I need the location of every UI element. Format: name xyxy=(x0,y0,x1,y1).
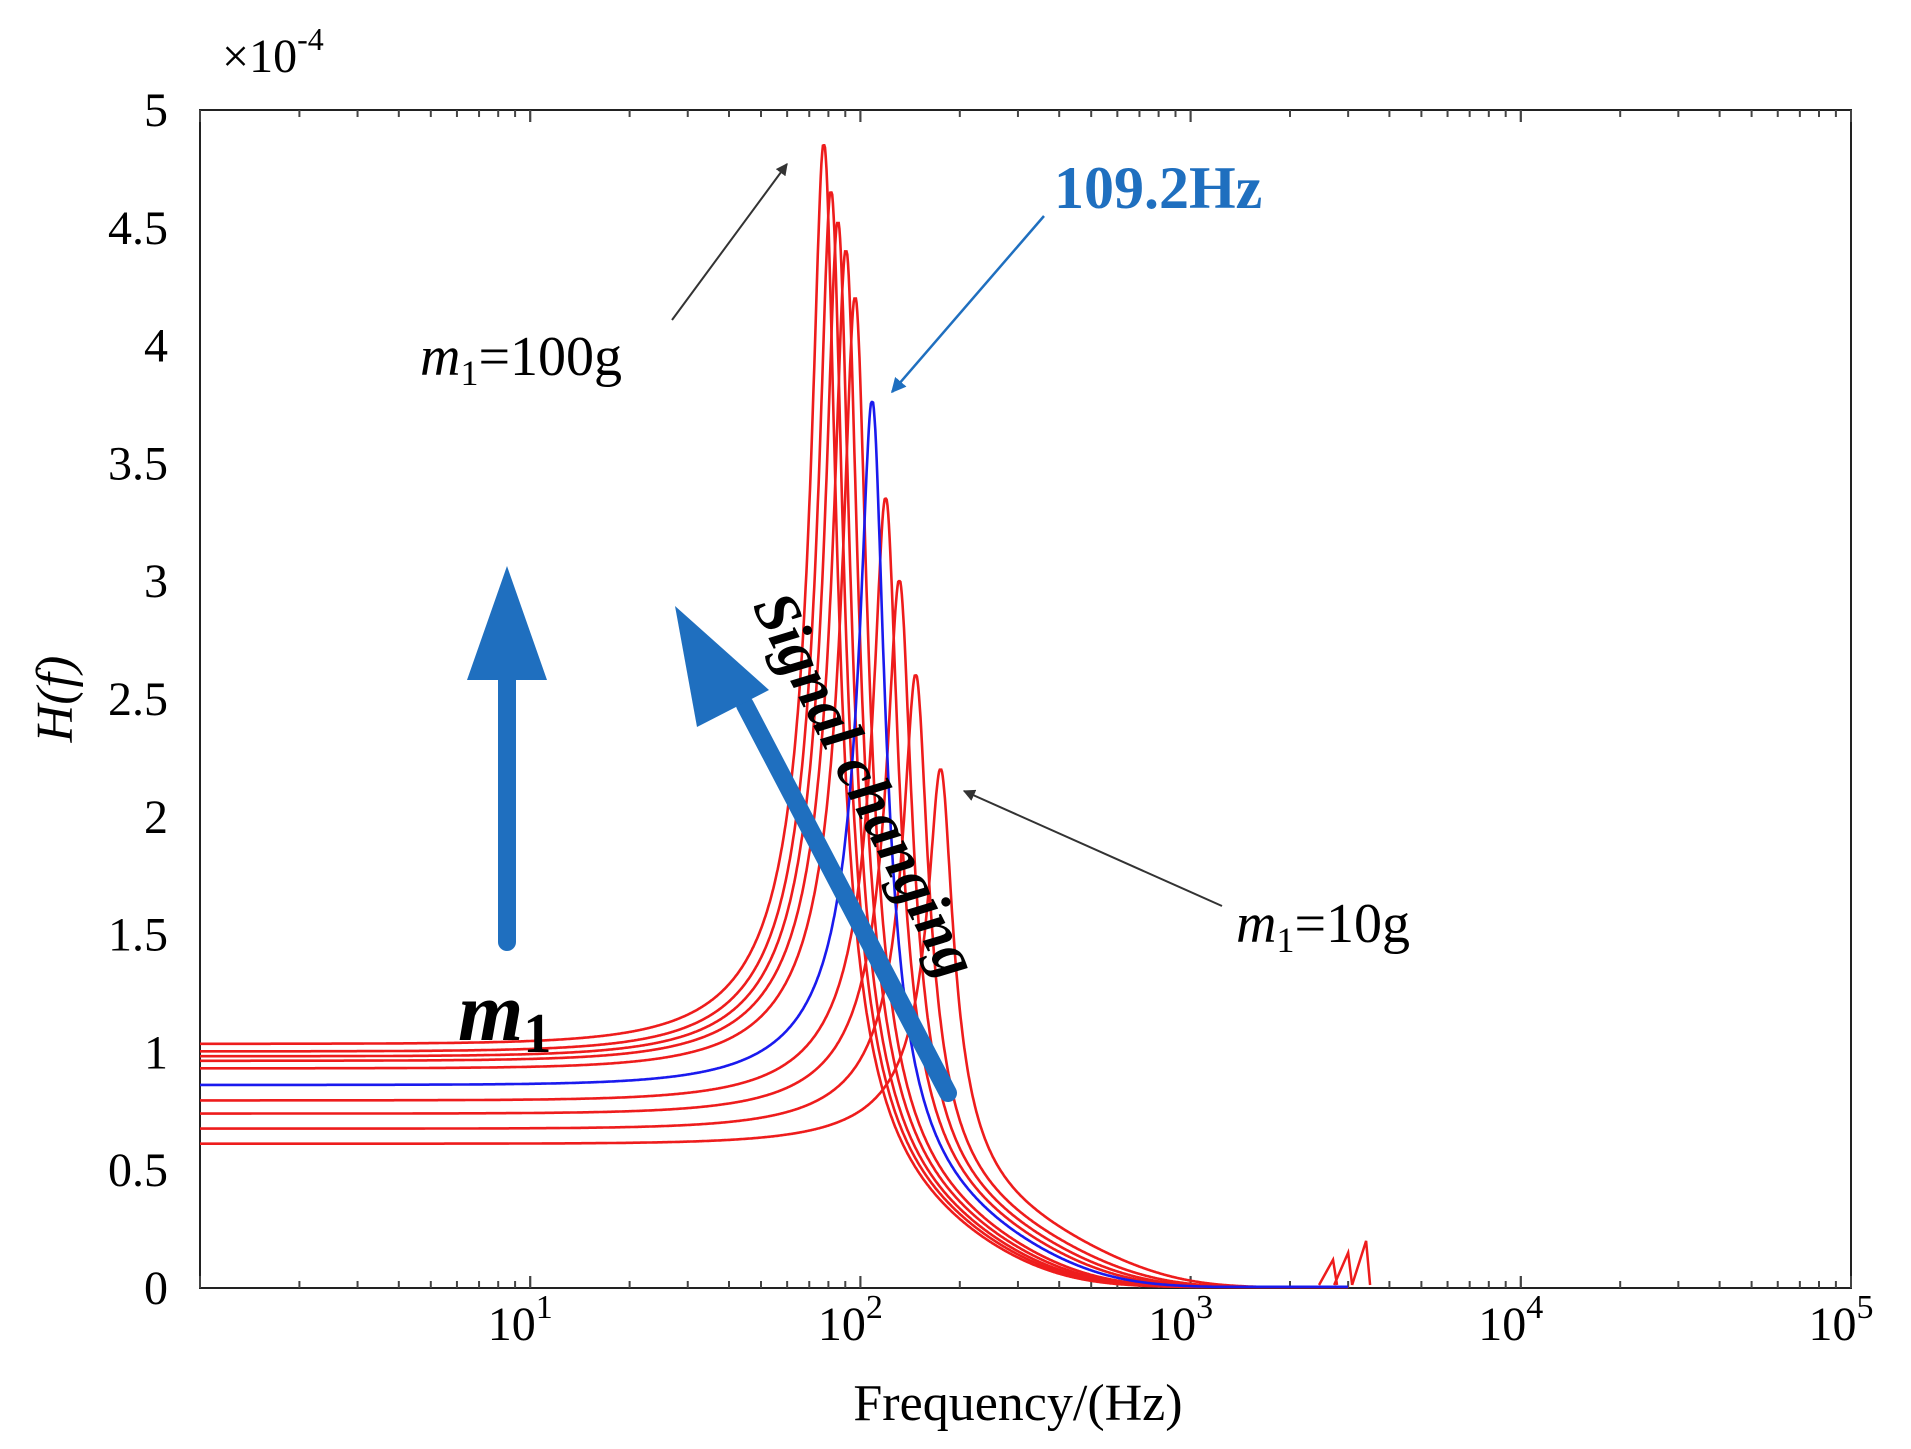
y-tick-label: 3 xyxy=(144,555,168,608)
m100-pointer-arrow xyxy=(671,163,788,321)
y-tick-label: 3.5 xyxy=(108,437,168,490)
x-tick-label: 101 xyxy=(488,1289,553,1351)
x-axis-label: Frequency/(Hz) xyxy=(853,1375,1182,1432)
y-tick-label: 2 xyxy=(144,791,168,844)
x-tick-label: 102 xyxy=(818,1289,883,1351)
m10-label: m1=10g xyxy=(1236,893,1410,960)
y-axis-label: H(f) xyxy=(27,656,84,744)
y-multiplier-exponent: -4 xyxy=(297,21,324,57)
y-tick-label: 4.5 xyxy=(108,202,168,255)
series-line xyxy=(200,768,1349,1289)
m1-big-label: m1 xyxy=(458,966,551,1065)
y-tick-label: 0 xyxy=(144,1262,168,1315)
m1-direction-arrow-head xyxy=(467,566,547,680)
noise-spike xyxy=(1350,1240,1372,1286)
plot-area xyxy=(199,109,1852,1289)
y-tick-labels: 0 0.5 1 1.5 2 2.5 3 3.5 4 4.5 5 xyxy=(108,84,168,1315)
signal-change-arrow-shaft xyxy=(736,696,957,1102)
minor-ticks xyxy=(199,110,1852,1288)
signal-change-arrow-head xyxy=(675,606,769,727)
y-tick-label: 0.5 xyxy=(108,1144,168,1197)
x-tick-label: 105 xyxy=(1809,1289,1874,1351)
y-tick-label: 2.5 xyxy=(108,673,168,726)
y-multiplier: ×10-4 xyxy=(222,21,324,83)
peak-freq-label: 109.2Hz xyxy=(1054,155,1262,221)
series-line xyxy=(200,400,1349,1289)
m10-pointer-arrow xyxy=(962,789,1223,907)
y-tick-label: 4 xyxy=(144,320,168,373)
y-tick-label: 1.5 xyxy=(108,909,168,962)
series-line xyxy=(200,674,1349,1289)
x-tick-label: 104 xyxy=(1478,1289,1543,1351)
series-lines xyxy=(200,144,1349,1289)
y-tick-label: 5 xyxy=(144,84,168,137)
x-tick-label: 103 xyxy=(1148,1289,1213,1351)
m100-label: m1=100g xyxy=(420,326,622,393)
noise-spike xyxy=(1333,1247,1354,1286)
peak-freq-pointer-arrow xyxy=(891,215,1045,394)
noise-spike xyxy=(1317,1255,1339,1286)
x-tick-labels: 101 102 103 104 105 xyxy=(488,1289,1874,1351)
series-line xyxy=(200,579,1349,1289)
y-tick-label: 1 xyxy=(144,1026,168,1079)
noise-spikes xyxy=(1317,1240,1372,1286)
